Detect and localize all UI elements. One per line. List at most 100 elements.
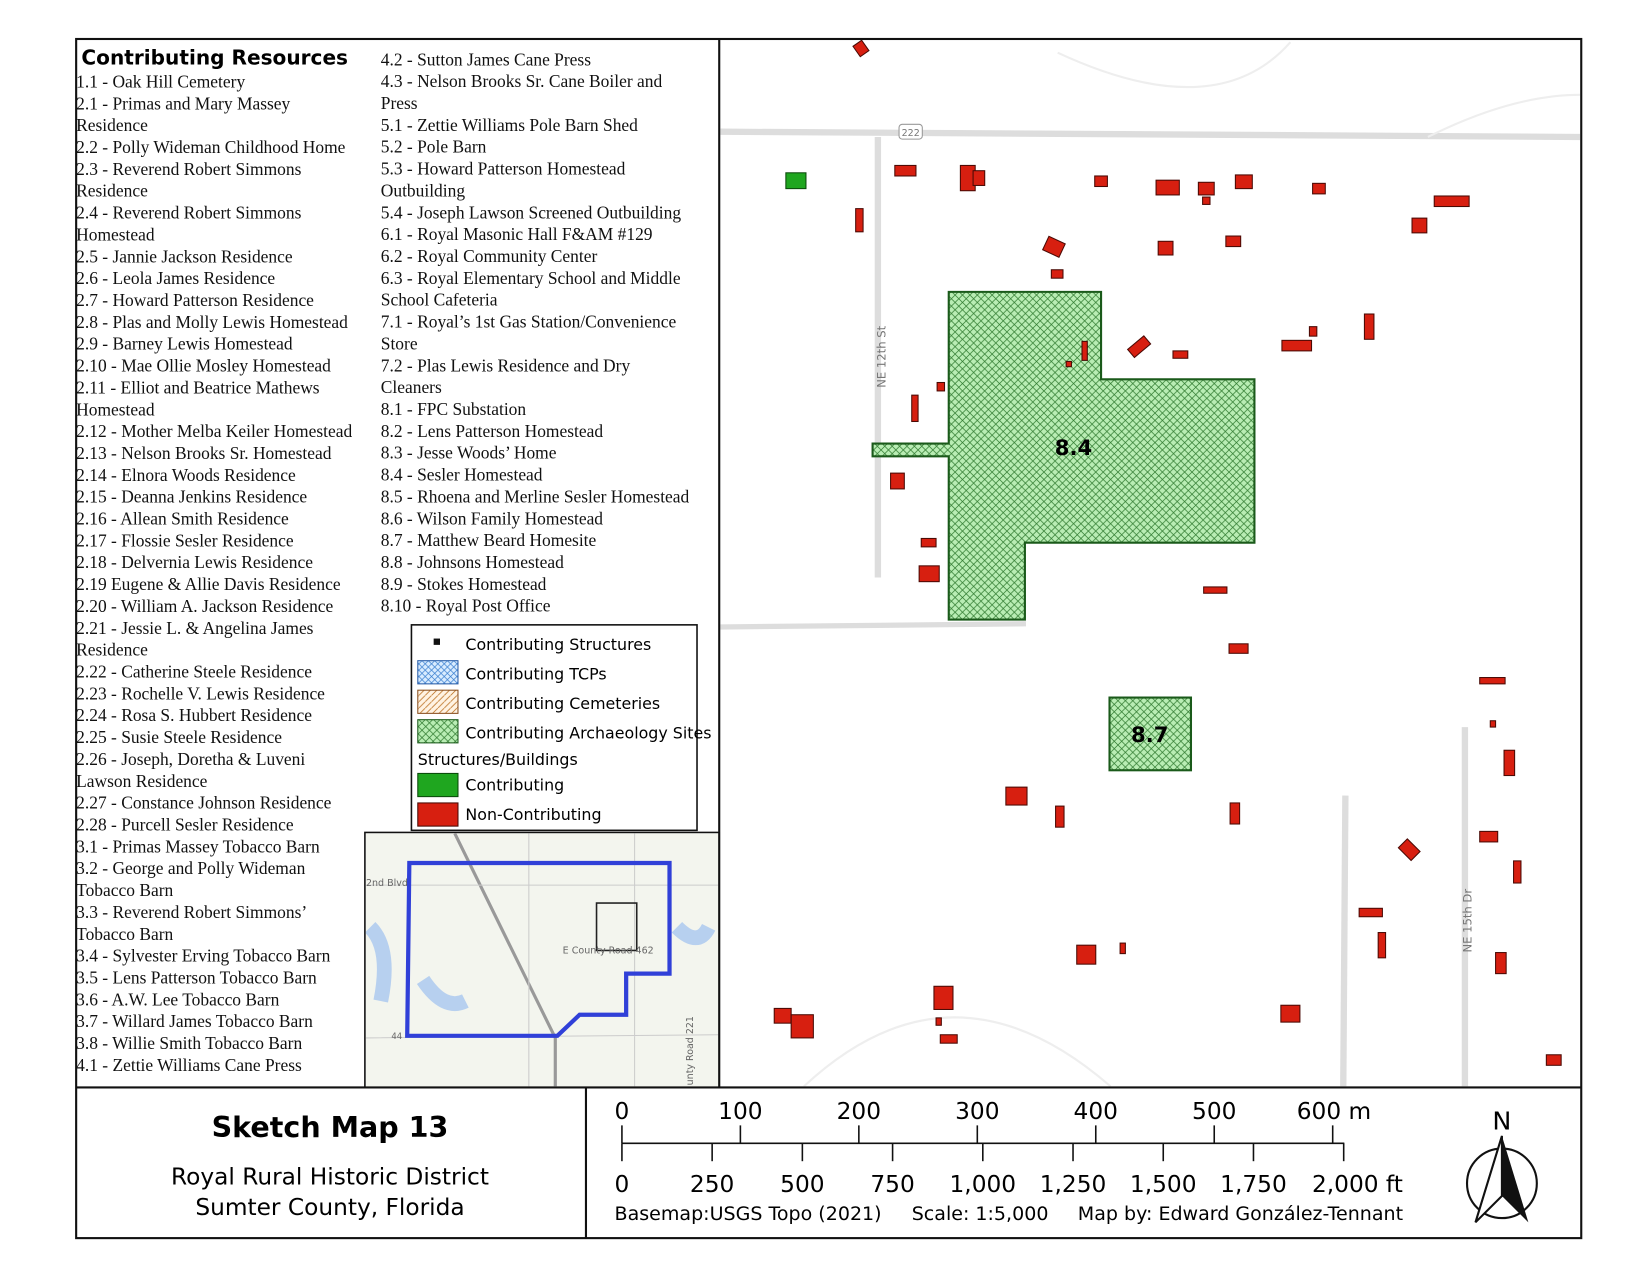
list-line: 2.1 - Primas and Mary Massey — [76, 93, 290, 113]
list-line: 3.2 - George and Polly Wideman — [76, 858, 305, 878]
list-line: 8.8 - Johnsons Homestead — [381, 552, 564, 572]
list-line: 5.1 - Zettie Williams Pole Barn Shed — [381, 115, 638, 135]
legend-item: Contributing Structures — [465, 635, 651, 654]
list-line: 2.4 - Reverend Robert Simmons — [76, 203, 301, 223]
list-line: 4.1 - Zettie Williams Cane Press — [76, 1055, 302, 1075]
road-shield: 222 — [902, 128, 920, 139]
legend-item: Contributing — [465, 775, 564, 794]
list-line: 2.27 - Constance Johnson Residence — [76, 793, 332, 813]
list-line: 2.18 - Delvernia Lewis Residence — [76, 552, 313, 572]
road-label: NE 15th Dr — [1460, 889, 1474, 953]
legend-item: Contributing TCPs — [465, 665, 606, 684]
list-line: Outbuilding — [381, 180, 466, 200]
site-label: 8.4 — [1055, 435, 1092, 460]
list-line: 1.1 - Oak Hill Cemetery — [76, 71, 245, 91]
scale-label: 100 — [718, 1098, 762, 1125]
inset-map: 2nd Blvd E County Road 462 unty Road 221… — [365, 833, 719, 1087]
list-line: 8.2 - Lens Patterson Homestead — [381, 421, 604, 441]
list-line: Tobacco Barn — [76, 880, 173, 900]
scale-label: 300 — [955, 1098, 999, 1125]
subtitle: Sumter County, Florida — [195, 1194, 464, 1221]
inset-label: unty Road 221 — [685, 1016, 696, 1085]
list-line: 4.2 - Sutton James Cane Press — [381, 49, 591, 69]
list-line: 2.11 - Elliot and Beatrice Mathews — [76, 377, 320, 397]
credit: Map by: Edward González-Tennant — [1078, 1203, 1403, 1225]
list-line: 8.5 - Rhoena and Merline Sesler Homestea… — [381, 486, 690, 506]
list-line: 2.2 - Polly Wideman Childhood Home — [76, 137, 346, 157]
scale-label: 1,250 — [1040, 1171, 1107, 1198]
site-8-7 — [1108, 696, 1193, 772]
list-line: Lawson Residence — [76, 771, 208, 791]
scale-label: 200 — [837, 1098, 881, 1125]
road-label: NE 12th St — [874, 325, 888, 387]
list-line: Store — [381, 333, 418, 353]
list-line: 8.6 - Wilson Family Homestead — [381, 508, 604, 528]
list-line: 5.2 - Pole Barn — [381, 137, 487, 157]
list-line: 6.2 - Royal Community Center — [381, 246, 598, 266]
list-line: 2.6 - Leola James Residence — [76, 268, 275, 288]
list-line: 2.5 - Jannie Jackson Residence — [76, 246, 293, 266]
list-title: Contributing Resources — [81, 45, 348, 69]
list-line: 2.24 - Rosa S. Hubbert Residence — [76, 705, 312, 725]
legend-subheading: Structures/Buildings — [418, 750, 578, 769]
list-line: 2.20 - William A. Jackson Residence — [76, 596, 333, 616]
list-line: Residence — [76, 181, 148, 201]
list-line: 3.5 - Lens Patterson Tobacco Barn — [76, 968, 317, 988]
list-line: 2.28 - Purcell Sesler Residence — [76, 815, 294, 835]
list-line: School Cafeteria — [381, 290, 498, 310]
scale-label: 600 m — [1297, 1098, 1371, 1125]
list-line: 2.8 - Plas and Molly Lewis Homestead — [76, 312, 348, 332]
scale-label: 1,500 — [1130, 1171, 1197, 1198]
list-line: 8.3 - Jesse Woods’ Home — [381, 443, 557, 463]
list-line: 3.4 - Sylvester Erving Tobacco Barn — [76, 946, 330, 966]
credit: Basemap:USGS Topo (2021) — [615, 1203, 882, 1225]
list-line: 3.7 - Willard James Tobacco Barn — [76, 1011, 313, 1031]
list-line: 2.14 - Elnora Woods Residence — [76, 465, 296, 485]
list-line: 3.1 - Primas Massey Tobacco Barn — [76, 836, 320, 856]
list-line: Tobacco Barn — [76, 924, 173, 944]
list-line: 6.1 - Royal Masonic Hall F&AM #129 — [381, 224, 653, 244]
buildings — [773, 40, 1562, 1066]
north-label: N — [1492, 1106, 1511, 1136]
site-8-4 — [871, 290, 1256, 621]
list-line: 7.1 - Royal’s 1st Gas Station/Convenienc… — [381, 312, 677, 332]
list-line: 4.3 - Nelson Brooks Sr. Cane Boiler and — [381, 71, 663, 91]
list-line: 8.10 - Royal Post Office — [381, 596, 551, 616]
list-line: 2.16 - Allean Smith Residence — [76, 509, 289, 529]
scale-label: 1,000 — [950, 1171, 1017, 1198]
scale-label: 500 — [1192, 1098, 1236, 1125]
list-line: 5.3 - Howard Patterson Homestead — [381, 159, 626, 179]
list-line: Homestead — [76, 399, 155, 419]
inset-label: E County Road 462 — [563, 946, 654, 957]
list-line: 3.3 - Reverend Robert Simmons’ — [76, 902, 307, 922]
map-area: 8.4 8.7 NE 12th St NE 15th Dr 222 — [720, 40, 1581, 1087]
scale-label: 250 — [690, 1171, 734, 1198]
list-line: Residence — [76, 640, 148, 660]
list-line: 8.4 - Sesler Homestead — [381, 465, 543, 485]
list-line: 3.8 - Willie Smith Tobacco Barn — [76, 1033, 302, 1053]
list-line: 2.19 Eugene & Allie Davis Residence — [76, 574, 341, 594]
inset-label: 2nd Blvd — [366, 878, 408, 889]
scale-label: 750 — [870, 1171, 914, 1198]
map-title: Sketch Map 13 — [212, 1111, 449, 1144]
list-line: 2.3 - Reverend Robert Simmons — [76, 159, 301, 179]
list-line: 2.21 - Jessie L. & Angelina James — [76, 618, 314, 638]
list-line: 2.10 - Mae Ollie Mosley Homestead — [76, 356, 331, 376]
list-line: 8.7 - Matthew Beard Homesite — [381, 530, 597, 550]
scale-label: 0 — [615, 1098, 630, 1125]
inset-label: 44 — [391, 1031, 402, 1041]
list-line: 3.6 - A.W. Lee Tobacco Barn — [76, 989, 279, 1009]
list-line: Cleaners — [381, 377, 442, 397]
scale-label: 1,750 — [1220, 1171, 1287, 1198]
list-line: 2.26 - Joseph, Doretha & Luveni — [76, 749, 305, 769]
list-line: Residence — [76, 115, 148, 135]
site-label: 8.7 — [1131, 722, 1168, 747]
list-line: 2.15 - Deanna Jenkins Residence — [76, 487, 307, 507]
list-line: 2.22 - Catherine Steele Residence — [76, 662, 312, 682]
scale-label: 0 — [615, 1171, 630, 1198]
legend-item: Non-Contributing — [465, 805, 601, 824]
legend-item: Contributing Archaeology Sites — [465, 724, 711, 743]
scale-label: 2,000 ft — [1312, 1171, 1403, 1198]
list-line: Homestead — [76, 224, 155, 244]
